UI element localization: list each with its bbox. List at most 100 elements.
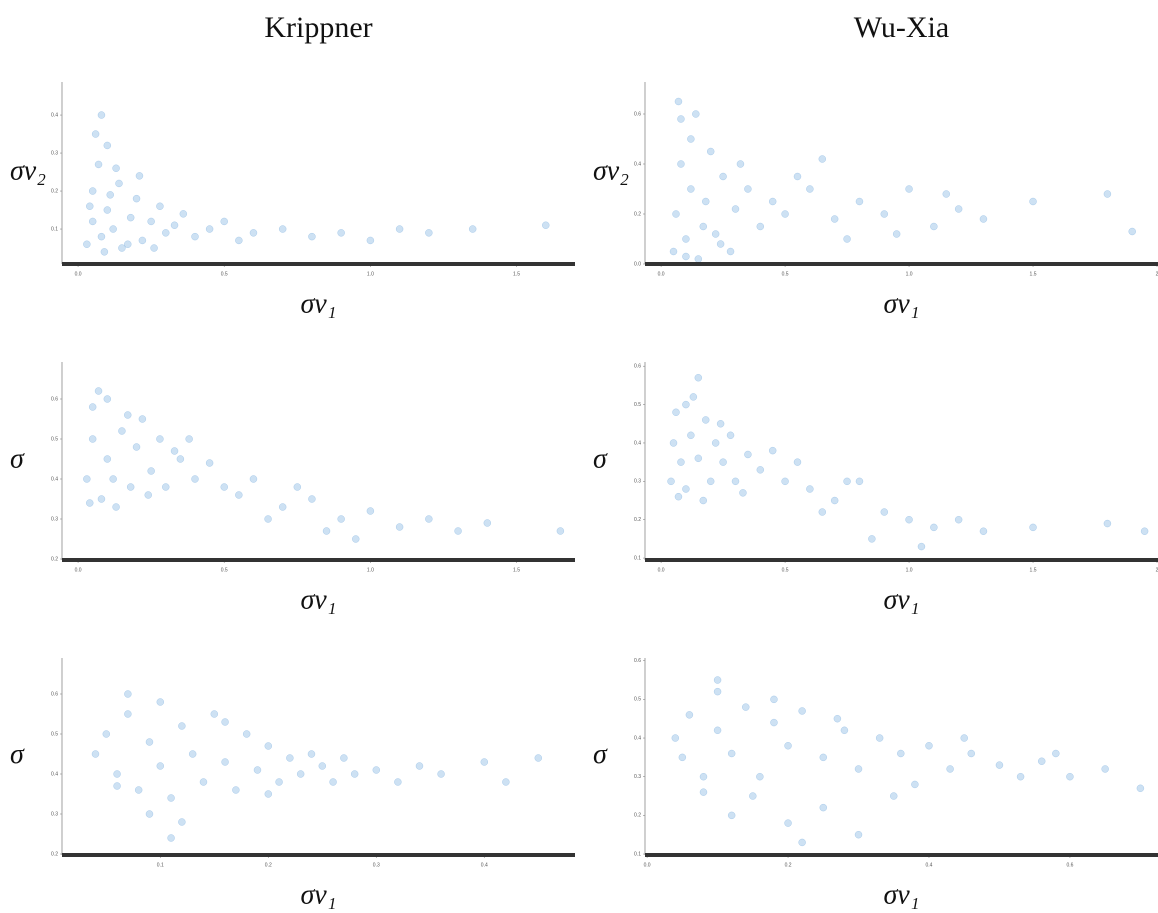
point — [694, 373, 703, 382]
point — [875, 734, 884, 742]
y-tick-label: 0.3 — [634, 479, 641, 485]
point — [162, 229, 170, 237]
y-axis-label: σ — [593, 443, 608, 474]
point — [188, 750, 197, 758]
point — [176, 455, 185, 463]
x-axis-label: σν₁ — [884, 584, 920, 615]
point — [337, 229, 345, 237]
point — [232, 786, 240, 794]
y-tick-label: 0.5 — [51, 436, 58, 442]
point — [756, 466, 765, 474]
x-tick-label: 0.5 — [782, 271, 789, 277]
point — [669, 439, 678, 447]
point — [178, 722, 186, 730]
x-tick-label: 1.0 — [906, 271, 913, 277]
point — [682, 485, 690, 493]
point — [744, 185, 752, 193]
point — [340, 754, 348, 762]
point — [395, 523, 404, 531]
point — [960, 734, 968, 742]
point — [742, 703, 750, 711]
point — [946, 765, 954, 773]
x-axis-label: σν₁ — [884, 288, 920, 319]
point — [818, 508, 827, 516]
x-tick-label: 0.0 — [658, 567, 665, 573]
point — [415, 762, 424, 770]
point — [308, 495, 316, 503]
point — [97, 232, 106, 241]
point — [843, 235, 851, 243]
point — [483, 519, 492, 527]
point — [307, 750, 316, 758]
x-tick-label: 0.3 — [373, 862, 380, 868]
point — [830, 496, 839, 505]
point — [701, 416, 710, 424]
point — [366, 507, 375, 515]
point — [781, 210, 789, 218]
point — [264, 742, 273, 750]
point — [205, 459, 214, 467]
point — [1052, 749, 1060, 758]
point — [191, 475, 199, 483]
x-tick-label: 0.4 — [926, 862, 933, 868]
point — [925, 742, 933, 750]
point — [713, 687, 722, 696]
x-tick-label: 0.5 — [782, 567, 789, 573]
point — [930, 222, 938, 231]
point — [687, 185, 695, 193]
point — [103, 141, 112, 150]
point — [674, 97, 683, 106]
point — [350, 770, 359, 778]
point — [112, 164, 120, 173]
point — [911, 780, 919, 789]
point — [793, 458, 802, 466]
x-tick-label: 1.0 — [367, 271, 374, 277]
point — [199, 778, 208, 786]
y-axis-label: σν₂ — [593, 155, 629, 186]
y-tick-label: 0.6 — [51, 691, 58, 697]
point — [138, 415, 147, 423]
point — [694, 454, 703, 463]
point — [115, 179, 123, 188]
point — [770, 718, 778, 727]
point — [124, 240, 132, 248]
point — [979, 215, 988, 223]
point — [711, 439, 720, 447]
point — [682, 235, 690, 243]
point — [135, 172, 144, 180]
point — [145, 810, 154, 818]
point — [1029, 197, 1037, 206]
x-tick-label: 0.2 — [265, 862, 272, 868]
x-axis-label: σν₁ — [301, 584, 337, 615]
y-tick-label: 0.5 — [51, 731, 58, 737]
point — [692, 110, 700, 118]
point — [425, 229, 433, 237]
point — [88, 217, 97, 226]
point — [109, 475, 117, 483]
point — [156, 698, 165, 706]
y-tick-label: 0.4 — [634, 440, 641, 446]
y-axis-label: σ — [10, 443, 25, 474]
point — [88, 403, 97, 411]
point — [711, 230, 720, 238]
point — [124, 710, 132, 718]
point — [699, 496, 708, 505]
y-tick-label: 0.2 — [634, 211, 641, 217]
point — [954, 515, 963, 524]
y-tick-label: 0.2 — [51, 188, 58, 194]
x-tick-label: 0.4 — [481, 862, 488, 868]
x-tick-label: 1.5 — [513, 271, 520, 277]
y-tick-label: 0.0 — [634, 261, 641, 267]
point — [103, 206, 112, 214]
point — [667, 477, 675, 486]
point — [205, 225, 214, 233]
y-tick-label: 0.3 — [51, 150, 58, 156]
point — [167, 834, 175, 842]
point — [242, 730, 251, 738]
point — [897, 749, 905, 758]
x-tick-label: 1.0 — [367, 567, 374, 573]
point — [264, 790, 273, 798]
point — [855, 477, 864, 486]
point — [91, 750, 100, 758]
point — [719, 458, 727, 466]
